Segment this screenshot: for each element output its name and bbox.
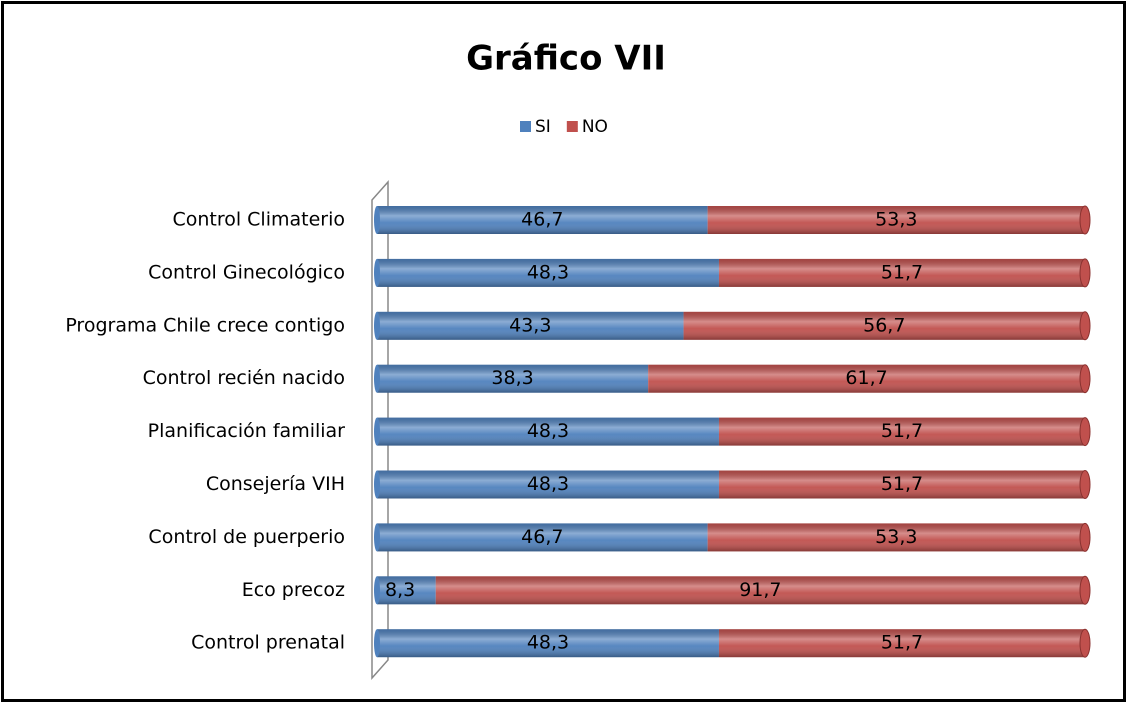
bar-cap <box>1079 364 1091 394</box>
bar-start <box>374 417 380 446</box>
category-label: Control recién nacido <box>143 367 345 389</box>
bar-cap <box>1079 470 1091 499</box>
category-label: Planificación familiar <box>148 420 346 442</box>
value-label: 51,7 <box>881 473 923 495</box>
value-label: 38,3 <box>491 367 533 389</box>
bar-cap <box>1079 522 1091 552</box>
value-label: 53,3 <box>875 526 917 548</box>
bar-shine <box>377 417 719 446</box>
bar-start <box>374 206 380 234</box>
category-label: Programa Chile crece contigo <box>65 314 345 336</box>
bar-shine <box>377 258 719 287</box>
bar-shine <box>435 576 1085 605</box>
legend-swatch <box>566 121 578 132</box>
bar-start <box>374 311 380 340</box>
bar-shine <box>648 364 1085 393</box>
value-label: 91,7 <box>739 579 781 601</box>
bar-shine <box>377 206 708 234</box>
category-label: Eco precoz <box>242 579 345 601</box>
bar-cap <box>1079 205 1091 235</box>
category-label: Control prenatal <box>191 632 345 654</box>
legend-swatch <box>520 121 531 132</box>
value-label: 51,7 <box>881 261 923 283</box>
value-label: 46,7 <box>521 209 563 231</box>
value-label: 48,3 <box>527 632 569 654</box>
value-label: 53,3 <box>875 209 917 231</box>
category-label: Control de puerperio <box>148 526 345 548</box>
bar-shine <box>377 629 719 658</box>
bar-shine <box>718 470 1085 499</box>
bar-start <box>374 470 380 499</box>
category-label: Control Ginecológico <box>148 261 345 283</box>
chart-title: Gráfico VII <box>466 39 666 79</box>
bar-shine <box>718 417 1085 446</box>
bar-cap <box>1079 417 1091 447</box>
bar-cap <box>1079 258 1091 288</box>
bar-shine <box>377 311 684 340</box>
legend-label: NO <box>582 117 608 137</box>
bar-start <box>374 576 380 605</box>
bar-shine <box>377 523 708 552</box>
value-label: 56,7 <box>863 314 905 336</box>
bar-shine <box>683 311 1085 340</box>
value-label: 48,3 <box>527 420 569 442</box>
value-label: 8,3 <box>385 579 415 601</box>
bar-shine <box>718 258 1085 287</box>
legend-label: SI <box>535 117 551 137</box>
value-label: 48,3 <box>527 473 569 495</box>
bar-start <box>374 258 380 287</box>
bar-cap <box>1079 311 1091 341</box>
value-label: 51,7 <box>881 632 923 654</box>
bar-shine <box>377 364 649 393</box>
value-label: 43,3 <box>509 314 551 336</box>
category-label: Control Climaterio <box>172 209 345 231</box>
category-label: Consejería VIH <box>206 473 345 495</box>
bar-start <box>374 364 380 393</box>
value-label: 46,7 <box>521 526 563 548</box>
bar-cap <box>1079 575 1091 605</box>
bar-shine <box>377 470 719 499</box>
value-label: 51,7 <box>881 420 923 442</box>
bar-shine <box>377 576 436 605</box>
bar-cap <box>1079 628 1091 658</box>
bar-shine <box>707 206 1085 234</box>
value-label: 61,7 <box>845 367 887 389</box>
bar-start <box>374 523 380 552</box>
value-label: 48,3 <box>527 261 569 283</box>
bar-start <box>374 629 380 658</box>
bar-shine <box>718 629 1085 658</box>
bar-shine <box>707 523 1085 552</box>
